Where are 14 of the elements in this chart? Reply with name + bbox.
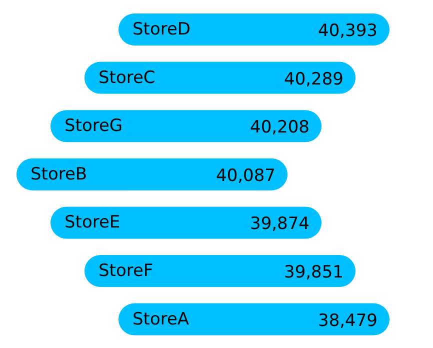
category-label: StoreF	[98, 261, 154, 281]
category-label: StoreB	[30, 164, 88, 184]
data-label: 40,393	[318, 21, 378, 41]
data-label: 40,289	[284, 69, 344, 90]
category-label: StoreD	[132, 20, 191, 40]
data-label: 38,479	[318, 310, 378, 331]
data-label: 39,851	[284, 262, 344, 282]
category-label: StoreG	[64, 116, 123, 136]
data-label: 40,087	[216, 166, 276, 186]
data-label: 39,874	[250, 214, 310, 234]
category-label: StoreA	[132, 309, 190, 330]
category-label: StoreC	[98, 68, 156, 88]
data-label: 40,208	[250, 118, 310, 138]
category-label: StoreE	[64, 212, 120, 233]
